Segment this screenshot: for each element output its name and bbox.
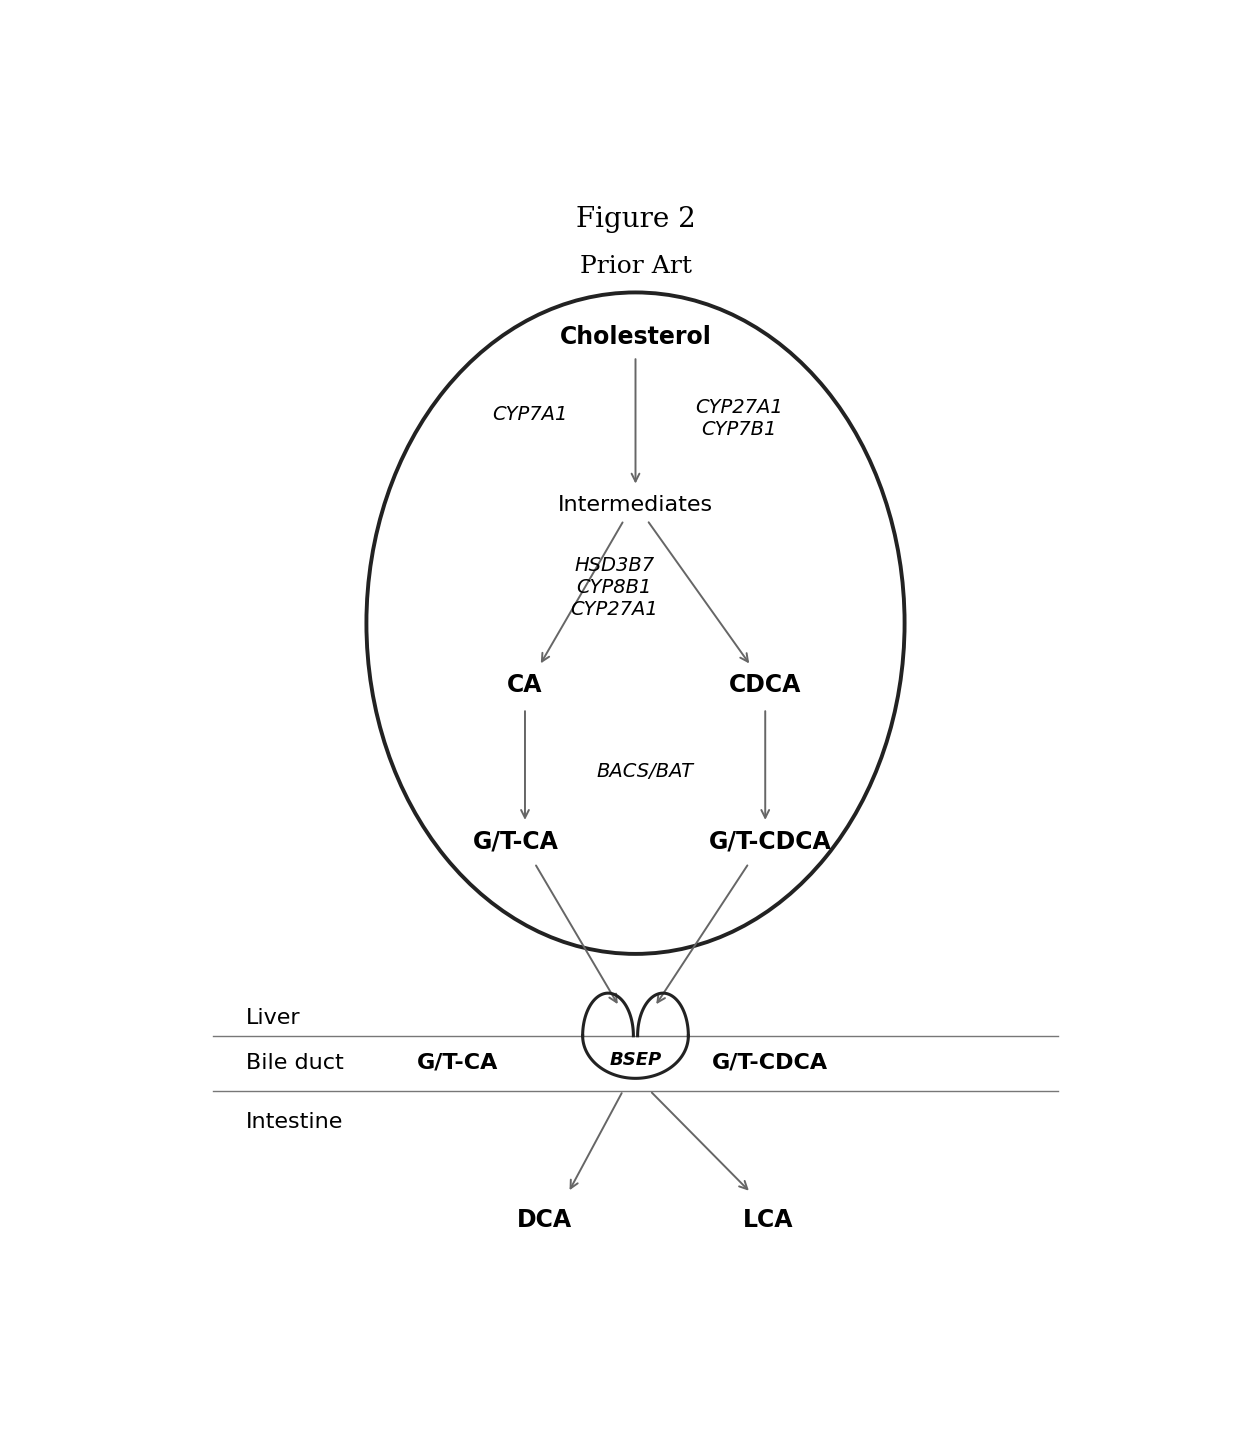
Text: BSEP: BSEP xyxy=(609,1051,662,1069)
Text: Bile duct: Bile duct xyxy=(247,1053,343,1073)
Text: CYP7A1: CYP7A1 xyxy=(492,405,568,424)
Text: BACS/BAT: BACS/BAT xyxy=(596,761,693,780)
Text: Cholesterol: Cholesterol xyxy=(559,325,712,349)
Text: CDCA: CDCA xyxy=(729,673,801,697)
Text: Intermediates: Intermediates xyxy=(558,495,713,515)
Text: G/T-CDCA: G/T-CDCA xyxy=(709,830,831,853)
Text: LCA: LCA xyxy=(743,1207,794,1232)
Text: G/T-CA: G/T-CA xyxy=(472,830,558,853)
Text: Liver: Liver xyxy=(247,1008,301,1028)
Text: Figure 2: Figure 2 xyxy=(575,207,696,233)
Text: G/T-CDCA: G/T-CDCA xyxy=(712,1053,828,1073)
Text: CA: CA xyxy=(507,673,543,697)
Text: Prior Art: Prior Art xyxy=(579,255,692,278)
Text: G/T-CA: G/T-CA xyxy=(417,1053,498,1073)
Text: CYP27A1
CYP7B1: CYP27A1 CYP7B1 xyxy=(696,397,784,438)
Text: Intestine: Intestine xyxy=(247,1112,343,1133)
Text: HSD3B7
CYP8B1
CYP27A1: HSD3B7 CYP8B1 CYP27A1 xyxy=(570,556,658,619)
Text: DCA: DCA xyxy=(517,1207,572,1232)
